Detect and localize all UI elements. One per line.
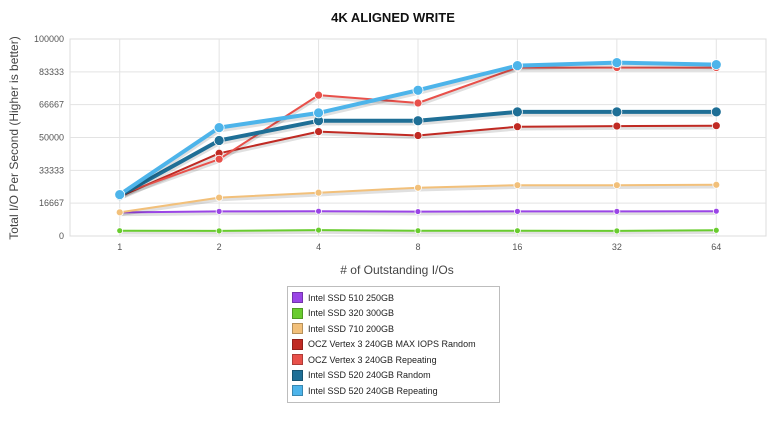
x-tick-label: 64 xyxy=(711,242,721,252)
y-tick-label: 0 xyxy=(59,231,64,241)
series-group xyxy=(114,57,722,235)
legend-label: Intel SSD 520 240GB Repeating xyxy=(308,385,438,396)
legend-item: OCZ Vertex 3 240GB Repeating xyxy=(292,352,499,368)
legend-label: Intel SSD 510 250GB xyxy=(308,292,395,303)
data-point xyxy=(315,207,322,215)
data-point xyxy=(512,106,523,118)
data-point xyxy=(214,154,224,164)
legend-item: OCZ Vertex 3 240GB MAX IOPS Random xyxy=(292,337,499,353)
legend-swatch xyxy=(292,307,303,319)
data-point xyxy=(414,183,422,192)
y-tick-label: 100000 xyxy=(34,34,64,44)
data-point xyxy=(712,226,720,234)
data-point xyxy=(712,180,721,189)
data-point xyxy=(611,57,623,69)
legend-swatch xyxy=(292,323,303,335)
data-point xyxy=(215,207,223,215)
data-point xyxy=(612,181,621,190)
legend-item: Intel SSD 520 240GB Repeating xyxy=(292,383,499,399)
x-tick-label: 32 xyxy=(612,242,622,252)
legend-label: OCZ Vertex 3 240GB Repeating xyxy=(308,354,437,365)
data-point xyxy=(215,227,223,235)
legend-label: OCZ Vertex 3 240GB MAX IOPS Random xyxy=(308,339,476,350)
legend-item: Intel SSD 510 250GB xyxy=(292,290,499,306)
x-axis-ticks: 1 2 4 8 16 32 64 xyxy=(117,242,721,252)
data-point xyxy=(412,115,424,127)
series-6 xyxy=(114,106,722,202)
data-point xyxy=(710,59,722,71)
data-point xyxy=(413,131,423,140)
legend-swatch xyxy=(292,292,303,304)
legend-item: Intel SSD 320 300GB xyxy=(292,306,499,322)
series-1 xyxy=(116,207,720,217)
data-point xyxy=(513,122,522,132)
data-point xyxy=(611,106,623,118)
data-point xyxy=(114,189,126,201)
x-tick-label: 2 xyxy=(217,242,222,252)
x-tick-label: 1 xyxy=(117,242,122,252)
series-2 xyxy=(116,226,720,235)
y-axis-title: Total I/O Per Second (Higher is better) xyxy=(7,36,21,239)
chart-title: 4K ALIGNED WRITE xyxy=(331,10,455,25)
data-point xyxy=(514,207,521,215)
legend-item: Intel SSD 520 240GB Random xyxy=(292,368,499,384)
data-point xyxy=(513,181,522,190)
data-point xyxy=(313,107,324,119)
data-point xyxy=(613,227,621,235)
x-axis-title: # of Outstanding I/Os xyxy=(340,263,453,277)
y-tick-label: 83333 xyxy=(39,67,64,77)
legend-item: Intel SSD 710 200GB xyxy=(292,321,499,337)
legend-label: Intel SSD 320 300GB xyxy=(308,308,395,319)
data-point xyxy=(512,60,523,71)
y-tick-label: 50000 xyxy=(39,133,64,143)
y-tick-label: 66667 xyxy=(39,100,64,110)
data-point xyxy=(413,98,423,108)
data-point xyxy=(712,207,720,215)
data-point xyxy=(711,121,721,131)
data-point xyxy=(314,188,323,197)
y-tick-label: 33333 xyxy=(39,165,64,175)
data-point xyxy=(213,122,225,134)
x-tick-label: 8 xyxy=(415,242,420,252)
data-point xyxy=(215,193,224,202)
data-point xyxy=(115,208,124,217)
data-point xyxy=(514,227,521,235)
data-point xyxy=(314,90,323,100)
legend-swatch xyxy=(292,338,303,350)
data-point xyxy=(613,207,621,215)
legend-label: Intel SSD 520 240GB Random xyxy=(308,370,431,381)
chart-legend: Intel SSD 510 250GB Intel SSD 320 300GB In… xyxy=(287,286,500,403)
data-point xyxy=(315,226,322,234)
data-point xyxy=(612,121,622,131)
data-point xyxy=(213,135,225,146)
y-tick-label: 16667 xyxy=(39,198,64,208)
data-point xyxy=(314,127,323,136)
y-axis-ticks: 0 16667 33333 50000 66667 83333 100000 xyxy=(34,34,64,241)
x-tick-label: 4 xyxy=(316,242,321,252)
data-point xyxy=(412,84,424,96)
data-point xyxy=(116,227,124,235)
series-7 xyxy=(114,57,722,201)
legend-label: Intel SSD 710 200GB xyxy=(308,323,395,334)
series-3 xyxy=(115,180,721,217)
data-point xyxy=(710,106,722,118)
legend-swatch xyxy=(292,385,303,397)
data-point xyxy=(414,227,422,235)
x-tick-label: 16 xyxy=(512,242,522,252)
legend-swatch xyxy=(292,354,303,366)
data-point xyxy=(414,208,422,215)
line-chart: 4K ALIGNED WRITE 01666733333500006666783… xyxy=(7,10,767,277)
legend-swatch xyxy=(292,369,303,381)
